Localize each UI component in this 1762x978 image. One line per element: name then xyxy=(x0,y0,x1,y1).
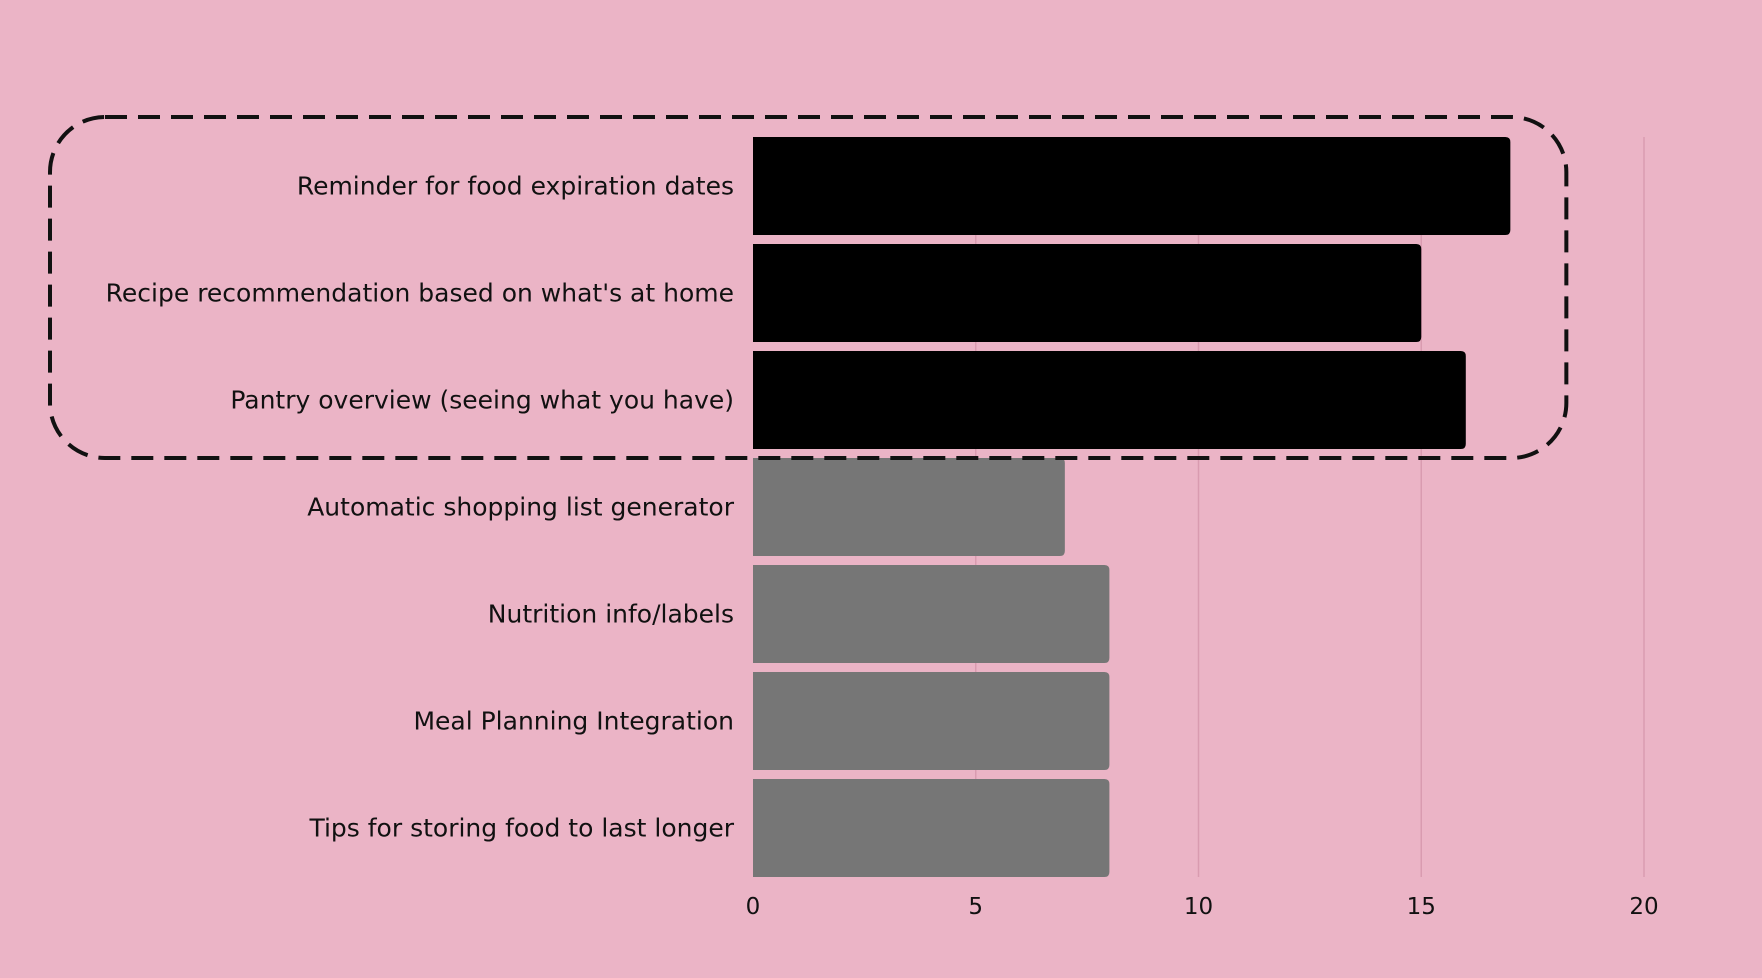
category-label: Tips for storing food to last longer xyxy=(308,814,734,843)
x-tick-label: 0 xyxy=(746,894,761,920)
category-label: Meal Planning Integration xyxy=(413,707,734,736)
category-label: Recipe recommendation based on what's at… xyxy=(106,279,734,308)
bar xyxy=(753,351,1466,449)
category-label: Automatic shopping list generator xyxy=(307,493,735,522)
highlight-outline xyxy=(48,115,1569,460)
category-label: Reminder for food expiration dates xyxy=(297,172,734,201)
x-tick-label: 5 xyxy=(968,894,983,920)
bar xyxy=(753,565,1110,663)
bar xyxy=(753,137,1511,235)
bar xyxy=(753,779,1110,877)
category-label: Pantry overview (seeing what you have) xyxy=(230,386,734,415)
category-labels: Reminder for food expiration dates Recipe… xyxy=(106,172,735,843)
bar xyxy=(753,672,1110,770)
bar xyxy=(753,244,1422,342)
x-tick-label: 10 xyxy=(1184,894,1213,920)
category-label: Nutrition info/labels xyxy=(488,600,734,629)
bars xyxy=(753,137,1511,877)
x-axis-ticks: 0 5 10 15 20 xyxy=(746,894,1659,920)
bar xyxy=(753,458,1065,556)
x-tick-label: 15 xyxy=(1407,894,1436,920)
x-tick-label: 20 xyxy=(1629,894,1658,920)
